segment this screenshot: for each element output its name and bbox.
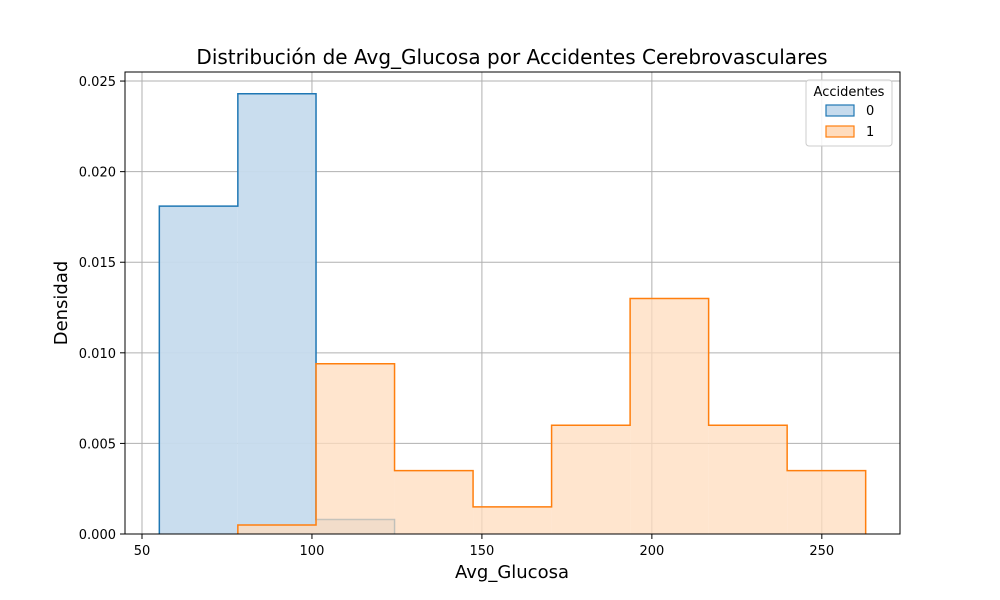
legend-label-0: 0 — [866, 104, 874, 119]
series-1 — [237, 297, 867, 534]
histogram-bar — [316, 363, 395, 534]
y-axis-ticks: 0.000 0.005 0.010 0.015 0.020 0.025 — [79, 75, 125, 543]
histogram-bar — [787, 470, 866, 534]
x-tick-label: 100 — [300, 544, 325, 559]
legend-swatch-0 — [825, 104, 855, 117]
y-axis-label: Densidad — [51, 261, 72, 346]
histogram-bar — [237, 93, 317, 534]
histogram-bar — [708, 425, 788, 534]
histogram-bar — [551, 425, 631, 534]
legend: Accidentes 0 1 — [805, 79, 893, 147]
histogram-bar — [159, 206, 238, 534]
x-axis-label: Avg_Glucosa — [455, 562, 569, 583]
legend-swatch-1 — [825, 125, 855, 138]
legend-title: Accidentes — [814, 85, 885, 100]
series-0 — [158, 92, 396, 534]
histogram-bar — [473, 506, 552, 534]
y-tick-label: 0.020 — [79, 166, 116, 181]
histogram-bar — [237, 524, 317, 534]
y-tick-label: 0.005 — [79, 437, 116, 452]
histogram-bars — [158, 92, 867, 534]
histogram-bar — [630, 298, 709, 534]
y-tick-label: 0.025 — [79, 75, 116, 90]
y-tick-label: 0.015 — [79, 256, 116, 271]
x-tick-label: 150 — [469, 544, 494, 559]
y-tick-label: 0.010 — [79, 347, 116, 362]
x-tick-label: 50 — [134, 544, 151, 559]
legend-label-1: 1 — [866, 125, 874, 140]
x-axis-ticks: 50 100 150 200 250 — [134, 534, 834, 559]
y-tick-label: 0.000 — [79, 528, 116, 543]
x-tick-label: 200 — [639, 544, 664, 559]
x-tick-label: 250 — [809, 544, 834, 559]
plot-frame — [124, 71, 901, 535]
chart-title: Distribución de Avg_Glucosa por Accident… — [196, 45, 827, 69]
histogram-bar — [394, 470, 474, 534]
histogram-outline — [237, 297, 867, 534]
